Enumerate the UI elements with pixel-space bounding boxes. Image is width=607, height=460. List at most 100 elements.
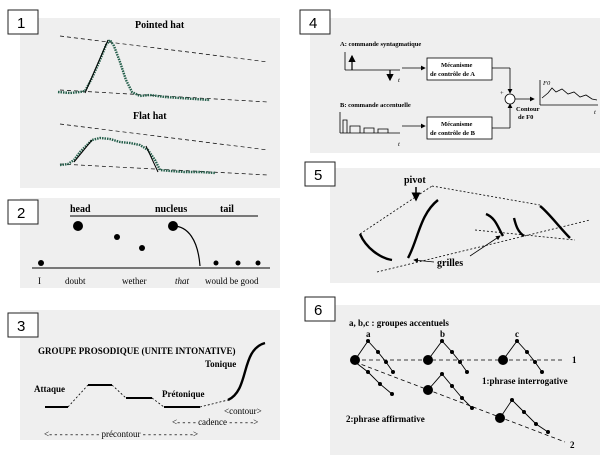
contour-label: <contour> [224, 406, 262, 416]
flat-hat-fall-line [145, 145, 159, 173]
affirmative-b-node-4 [470, 406, 474, 410]
pointed-hat-label: Pointed hat [135, 20, 185, 31]
plateau-fall [111, 384, 127, 399]
flat-hat-label: Flat hat [133, 111, 167, 122]
tail-dot-1 [213, 260, 219, 266]
panel-4-number: 4 [309, 15, 317, 32]
affirmative-b-node-3 [460, 396, 464, 400]
cadence-label: <- - - - cadence - - - - -> [172, 417, 258, 427]
flat-hat-rise-line [73, 139, 93, 163]
tail-dot-3 [255, 260, 261, 266]
affirmative-b-node-1 [440, 372, 444, 376]
head-label: head [70, 204, 91, 215]
grille-mid-right [474, 229, 576, 241]
pointed-hat-rise-line [84, 39, 109, 94]
f0-t-label: t [594, 109, 596, 116]
affirmative-c-node-1 [510, 398, 514, 402]
group-c-node-2 [525, 350, 529, 354]
panel-6-number: 6 [314, 302, 322, 319]
contour-arc-5 [539, 205, 571, 239]
affirmative-b-dot [423, 385, 433, 395]
box-a-line1: Mécanisme [441, 62, 473, 69]
panel-6-groupes-accentuels: 6 a, b,c : groupes accentuels a b c 1 2 [304, 296, 600, 455]
affirmative-a-path [354, 361, 393, 395]
box-b-line2: de contrôle de B [430, 130, 476, 137]
dot-3 [139, 245, 145, 251]
group-a-dot [350, 355, 360, 365]
contour-arc-1 [358, 233, 393, 262]
group-a-label: a [366, 329, 371, 339]
panel-2-head-nucleus-tail: 2 head nucleus tail I doubt wether that … [7, 198, 280, 288]
sum-plus: + [500, 90, 504, 97]
grilles-arrow-left [413, 258, 435, 263]
panel-5-number-box [304, 161, 336, 187]
commande-a-label: A: commande syntagmatique [340, 41, 421, 48]
affirmative-c-node-3 [534, 422, 538, 426]
panel-3-groupe-prosodique: 3 GROUPE PROSODIQUE (UNITE INTONATIVE) A… [7, 310, 280, 440]
group-c-dot [498, 355, 508, 365]
pretonique-label: Prétonique [162, 389, 205, 399]
group-b-node-1 [440, 339, 444, 343]
group-c-node-1 [515, 339, 519, 343]
panel-3-number-box [7, 312, 39, 338]
panel-1-number-box [7, 9, 39, 35]
grilles-label: grilles [437, 258, 463, 269]
box-a-line2: de contrôle de A [430, 71, 475, 78]
line-2-label: 2 [570, 440, 575, 450]
group-b-node-4 [465, 370, 469, 374]
dot-2 [114, 234, 120, 240]
line-1-label: 1 [572, 355, 577, 365]
cmd-b-pulses [342, 119, 389, 133]
group-a-node-3 [384, 360, 388, 364]
f0-output-curve [541, 87, 598, 101]
flat-hat-contour [59, 136, 216, 175]
attaque-rise [67, 384, 89, 408]
sum-node [504, 93, 516, 105]
word-doubt: doubt [65, 276, 86, 286]
commande-b-label: B: commande accentuelle [340, 102, 411, 109]
groupe-prosodique-title: GROUPE PROSODIQUE (UNITE INTONATIVE) [38, 346, 235, 356]
f0-axis-label: F0 [542, 80, 551, 87]
tonique-curve [227, 341, 266, 402]
group-b-dot [423, 355, 433, 365]
head-dot [73, 221, 83, 231]
groupes-legend: a, b,c : groupes accentuels [349, 318, 449, 328]
grille-upper-left [359, 185, 433, 235]
nucleus-label: nucleus [155, 204, 187, 215]
panel-2-number: 2 [17, 205, 25, 222]
group-b-node-3 [458, 360, 462, 364]
affirmative-c-node-2 [522, 410, 526, 414]
contour-arc-4 [512, 217, 525, 237]
panel-1-pointed-flat-hat: 1 Pointed hat Flat hat [7, 9, 280, 188]
grilles-arrow-right [469, 235, 501, 257]
attaque-label: Attaque [34, 384, 65, 394]
panel-6-number-box [304, 296, 336, 322]
affirmative-a-node-1 [366, 370, 370, 374]
pretonique-fall [151, 397, 165, 408]
affirmative-a-node-3 [390, 392, 394, 396]
dot-i [38, 260, 44, 266]
tail-label: tail [220, 204, 234, 215]
precontour-label: <- - - - - - - - - - précontour - - - - … [44, 429, 198, 439]
word-would-be-good: would be good [205, 276, 259, 286]
reference-line-2 [354, 361, 566, 443]
tail-dot-2 [235, 260, 241, 266]
group-a-node-2 [376, 350, 380, 354]
contour-f0-line2: de F0 [518, 114, 533, 121]
panel-4-number-box [299, 9, 331, 35]
box-b-line1: Mécanisme [441, 121, 473, 128]
interrogative-label: 1:phrase interrogative [482, 376, 568, 386]
group-a-node-4 [391, 370, 395, 374]
group-c-label: c [515, 329, 519, 339]
contour-arc-3 [485, 212, 505, 237]
panel-1-number: 1 [17, 15, 25, 32]
panel-3-number: 3 [17, 318, 25, 335]
affirmative-c-node-4 [546, 430, 550, 434]
word-that: that [175, 276, 190, 286]
group-b-label: b [440, 329, 445, 339]
cmd-a-t-label: t [398, 77, 400, 84]
contour-arc-2 [406, 199, 439, 259]
affirmative-c-dot [495, 413, 505, 423]
pointed-hat-contour [57, 37, 211, 102]
